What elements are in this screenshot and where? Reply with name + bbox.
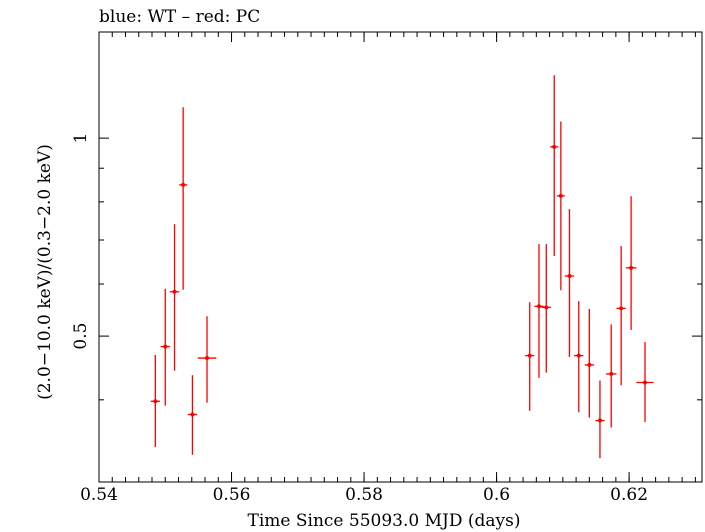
- point-marker: [190, 412, 195, 417]
- point-marker: [536, 304, 541, 309]
- data-point: [525, 302, 535, 411]
- data-points: [150, 75, 654, 459]
- data-point: [616, 246, 626, 386]
- x-tick-label: 0.56: [213, 485, 251, 505]
- data-point: [150, 354, 160, 448]
- data-point: [564, 209, 575, 357]
- point-marker: [567, 274, 572, 279]
- point-marker: [597, 418, 602, 423]
- data-point: [574, 301, 584, 413]
- point-marker: [619, 306, 624, 311]
- point-marker: [205, 356, 210, 361]
- data-point: [595, 380, 605, 459]
- point-marker: [643, 380, 648, 385]
- x-tick-label: 0.58: [345, 485, 383, 505]
- point-marker: [609, 371, 614, 376]
- chart-title: blue: WT – red: PC: [99, 7, 260, 27]
- y-tick-label: 0.5: [71, 323, 91, 350]
- point-marker: [576, 353, 581, 358]
- point-marker: [558, 193, 563, 198]
- point-marker: [527, 353, 532, 358]
- x-tick-labels: 0.54 0.56 0.58 0.6 0.62: [80, 485, 648, 505]
- point-marker: [153, 399, 158, 404]
- point-marker: [163, 344, 168, 349]
- data-point: [169, 224, 180, 371]
- point-marker: [181, 182, 186, 187]
- point-marker: [544, 305, 549, 310]
- data-point: [550, 75, 559, 256]
- y-tick-labels: 0.51: [71, 133, 91, 350]
- x-tick-label: 0.6: [483, 485, 510, 505]
- point-marker: [552, 144, 557, 149]
- x-tick-label: 0.62: [610, 485, 648, 505]
- point-marker: [629, 265, 634, 270]
- data-point: [197, 316, 217, 403]
- x-axis-label: Time Since 55093.0 MJD (days): [248, 511, 521, 531]
- data-point: [556, 121, 565, 291]
- plot-frame: [98, 31, 703, 483]
- data-point: [625, 196, 637, 330]
- data-point: [160, 288, 170, 406]
- data-point: [584, 308, 594, 418]
- x-tick-label: 0.54: [80, 485, 118, 505]
- data-point: [541, 244, 551, 373]
- data-point: [534, 244, 544, 378]
- data-point: [187, 375, 198, 455]
- data-point: [179, 107, 188, 290]
- y-tick-label: 1: [71, 133, 91, 144]
- data-point: [636, 341, 654, 423]
- data-point: [605, 324, 617, 428]
- y-axis-label: (2.0−10.0 keV)/(0.3−2.0 keV): [35, 144, 55, 400]
- point-marker: [172, 289, 177, 294]
- point-marker: [587, 362, 592, 367]
